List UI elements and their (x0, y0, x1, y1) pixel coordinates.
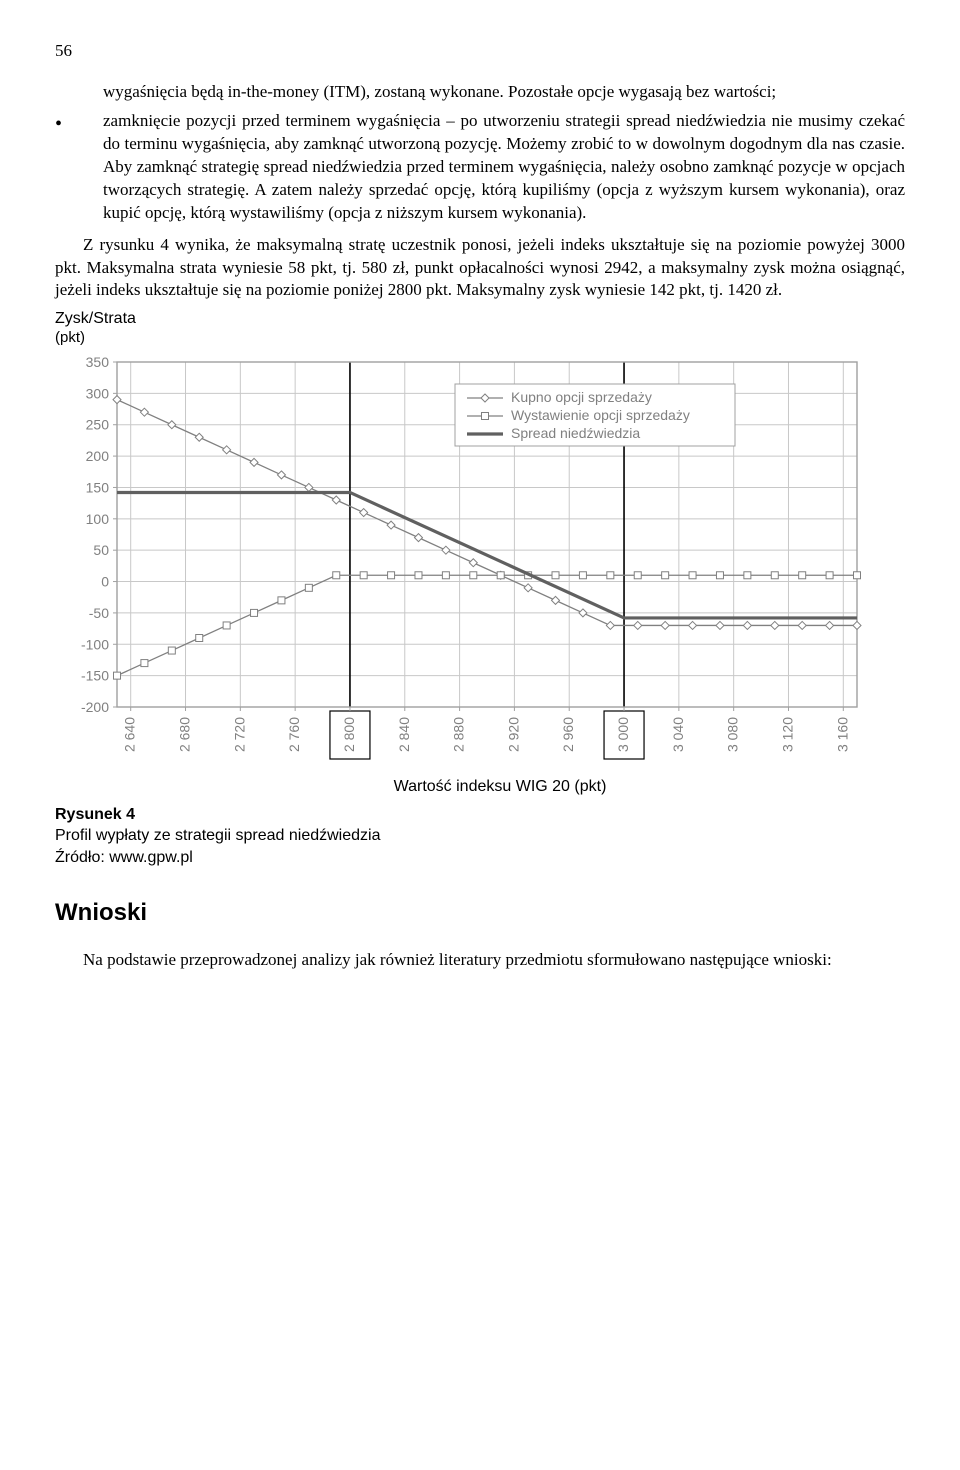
chart-svg: 350 300 250 200 150 100 50 0 -50 -100 -150 -200 2 64… (55, 352, 875, 772)
svg-text:3 040: 3 040 (670, 717, 686, 752)
para-2: Z rysunku 4 wynika, że maksymalną stratę… (55, 234, 905, 303)
figure-source: Źródło: www.gpw.pl (55, 847, 905, 869)
svg-text:-100: -100 (81, 636, 109, 652)
svg-text:3 080: 3 080 (725, 717, 741, 752)
svg-text:150: 150 (86, 480, 110, 496)
svg-text:2 880: 2 880 (451, 717, 467, 752)
para-1-opening: wygaśnięcia będą in-the-money (ITM), zos… (103, 81, 905, 104)
svg-text:350: 350 (86, 354, 110, 370)
svg-text:2 640: 2 640 (122, 717, 138, 752)
x-axis-title: Wartość indeksu WIG 20 (pkt) (95, 776, 905, 798)
svg-text:2 840: 2 840 (396, 717, 412, 752)
figure-label: Rysunek 4 (55, 804, 905, 826)
svg-text:2 960: 2 960 (560, 717, 576, 752)
svg-text:3 000: 3 000 (615, 717, 631, 752)
svg-text:2 720: 2 720 (231, 717, 247, 752)
y-axis-title-2: (pkt) (55, 328, 905, 348)
para-3: Na podstawie przeprowadzonej analizy jak… (55, 949, 905, 972)
svg-text:2 920: 2 920 (505, 717, 521, 752)
svg-text:2 760: 2 760 (286, 717, 302, 752)
svg-text:Wystawienie opcji sprzedaży: Wystawienie opcji sprzedaży (511, 407, 690, 423)
svg-text:3 160: 3 160 (834, 717, 850, 752)
y-axis-title-1: Zysk/Strata (55, 308, 905, 330)
svg-text:Kupno opcji sprzedaży: Kupno opcji sprzedaży (511, 389, 652, 405)
svg-text:50: 50 (93, 542, 109, 558)
svg-text:-150: -150 (81, 668, 109, 684)
section-heading-wnioski: Wnioski (55, 897, 905, 929)
chart-container: 350 300 250 200 150 100 50 0 -50 -100 -150 -200 2 64… (55, 352, 905, 772)
page-number: 56 (55, 40, 905, 63)
para-1-bullet: zamknięcie pozycji przed terminem wygaśn… (103, 110, 905, 225)
svg-text:3 120: 3 120 (779, 717, 795, 752)
svg-text:100: 100 (86, 511, 110, 527)
svg-text:250: 250 (86, 417, 110, 433)
svg-text:200: 200 (86, 448, 110, 464)
svg-text:Spread niedźwiedzia: Spread niedźwiedzia (511, 425, 640, 441)
svg-text:2 800: 2 800 (341, 717, 357, 752)
svg-text:300: 300 (86, 386, 110, 402)
bullet-dot: • (55, 81, 103, 231)
figure-description: Profil wypłaty ze strategii spread niedź… (55, 825, 905, 847)
svg-text:2 680: 2 680 (177, 717, 193, 752)
svg-text:-50: -50 (89, 605, 109, 621)
svg-text:-200: -200 (81, 699, 109, 715)
svg-text:0: 0 (101, 574, 109, 590)
